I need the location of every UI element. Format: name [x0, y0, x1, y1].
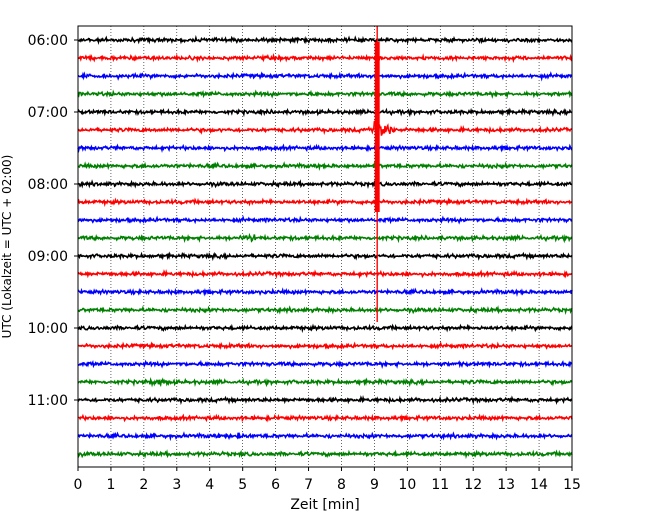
trace-0915	[77, 268, 573, 279]
x-axis-title: Zeit [min]	[290, 497, 359, 513]
trace-0900	[77, 251, 573, 262]
trace-1030	[77, 359, 573, 370]
trace-0815	[77, 197, 573, 208]
y-tick-label: 10:00	[28, 321, 68, 337]
x-tick-label: 15	[563, 477, 581, 493]
x-tick-label: 2	[139, 477, 148, 493]
x-tick-label: 9	[370, 477, 379, 493]
x-tick-label: 12	[464, 477, 482, 493]
trace-0800	[77, 179, 573, 190]
trace-0930	[77, 287, 573, 297]
x-tick-label: 6	[271, 477, 280, 493]
y-tick-label: 09:00	[28, 249, 68, 265]
x-tick-label: 5	[238, 477, 247, 493]
trace-1130	[77, 431, 573, 442]
trace-1000	[77, 323, 573, 334]
x-tick-label: 13	[497, 477, 515, 493]
x-axis-ticks: 0 1 2 3 4 5 6 7 8 9 10 11 12 13 14 15	[74, 467, 581, 493]
x-tick-label: 4	[205, 477, 214, 493]
seismogram-traces	[77, 26, 573, 460]
plot-frame	[77, 25, 573, 468]
trace-0830	[77, 215, 573, 225]
x-tick-label: 7	[304, 477, 313, 493]
y-tick-label: 06:00	[28, 33, 68, 49]
x-tick-label: 1	[106, 477, 115, 493]
y-axis-ticks: 06:00 07:00 08:00 09:00 10:00 11:00	[28, 33, 78, 409]
trace-0615	[77, 52, 573, 64]
x-tick-label: 14	[530, 477, 548, 493]
x-tick-label: 0	[74, 477, 83, 493]
trace-0630	[77, 71, 573, 82]
trace-0600	[77, 34, 573, 45]
trace-1115	[78, 413, 573, 423]
x-tick-label: 10	[398, 477, 416, 493]
y-axis-title: UTC (Lokalzeit = UTC + 02:00)	[0, 155, 14, 339]
trace-1100	[77, 394, 573, 406]
trace-1045	[77, 376, 573, 388]
trace-0745	[77, 161, 573, 171]
y-tick-label: 07:00	[28, 105, 68, 121]
earthquake-band	[374, 42, 380, 212]
trace-0645	[77, 89, 573, 99]
x-tick-label: 3	[172, 477, 181, 493]
y-tick-label: 08:00	[28, 177, 68, 193]
trace-1145	[77, 449, 573, 460]
x-tick-label: 11	[431, 477, 449, 493]
trace-0700	[77, 107, 573, 118]
trace-0715	[77, 119, 573, 136]
y-tick-label: 11:00	[28, 393, 68, 409]
x-tick-label: 8	[337, 477, 346, 493]
trace-0730	[77, 143, 573, 153]
trace-1015	[78, 341, 573, 351]
trace-0945	[77, 305, 573, 316]
trace-0845	[77, 232, 573, 244]
